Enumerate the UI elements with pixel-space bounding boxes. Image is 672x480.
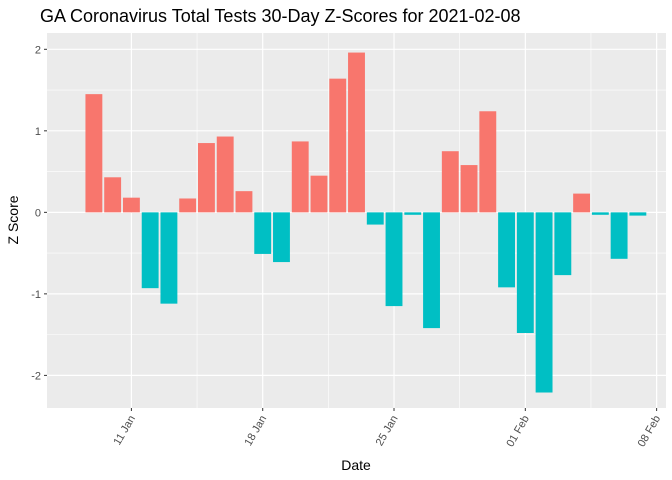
grid-lines (47, 33, 666, 408)
x-tick-label: 08 Feb (636, 414, 664, 450)
bar (104, 177, 122, 213)
bar (385, 212, 403, 307)
bar (310, 175, 328, 213)
bar (629, 212, 647, 216)
x-tick-label: 11 Jan (112, 414, 139, 448)
bar (516, 212, 534, 333)
x-tick-label: 01 Feb (504, 414, 532, 450)
bar (498, 212, 516, 288)
y-tick-label: 2 (35, 44, 41, 56)
bar (254, 212, 272, 254)
bar (141, 212, 159, 289)
bar (366, 212, 384, 225)
bar (291, 141, 309, 213)
bar (479, 111, 497, 213)
y-tick-label: -1 (31, 289, 41, 301)
y-tick-label: 1 (35, 126, 41, 138)
bar (216, 136, 234, 213)
bar (122, 197, 140, 213)
bar (441, 151, 459, 213)
bar (404, 212, 422, 215)
chart-title: GA Coronavirus Total Tests 30-Day Z-Scor… (40, 6, 521, 26)
bar (348, 52, 365, 213)
bar (423, 212, 440, 329)
bar (273, 212, 290, 263)
bar (573, 193, 591, 213)
bar (554, 212, 572, 276)
bars (85, 52, 647, 393)
y-axis-label: Z Score (5, 195, 21, 244)
bar (235, 191, 253, 213)
bar (179, 198, 197, 213)
y-tick-label: -2 (31, 370, 41, 382)
bar (160, 212, 178, 304)
x-axis-label: Date (341, 457, 371, 473)
bar (535, 212, 553, 393)
x-tick-label: 25 Jan (374, 414, 401, 449)
bar (610, 212, 628, 259)
bar (85, 94, 103, 213)
bar (329, 78, 347, 213)
bar (460, 165, 478, 213)
bar (591, 212, 609, 215)
bar (197, 143, 215, 213)
x-tick-label: 18 Jan (242, 414, 269, 449)
y-tick-label: 0 (35, 207, 41, 219)
